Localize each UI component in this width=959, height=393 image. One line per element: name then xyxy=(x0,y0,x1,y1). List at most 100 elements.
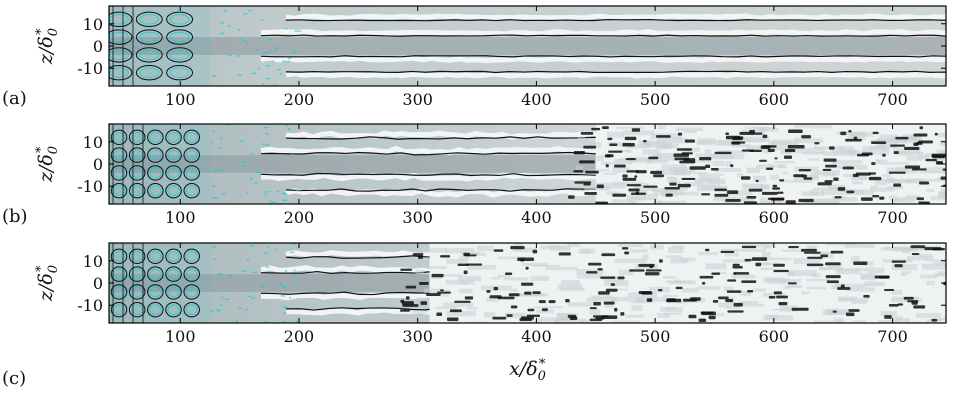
turbulent-contour xyxy=(446,317,459,322)
turbulent-contour xyxy=(751,257,768,261)
turbulent-contour xyxy=(940,176,946,180)
inlet-contour xyxy=(128,182,146,199)
turbulent-contour xyxy=(675,286,683,290)
turbulent-contour xyxy=(645,269,662,272)
inlet-contour xyxy=(110,248,128,265)
inlet-contour xyxy=(165,147,182,163)
high-speed-streak xyxy=(285,250,431,259)
turbulent-contour xyxy=(593,302,601,306)
turbulent-contour xyxy=(787,282,797,285)
turbulent-contour xyxy=(493,249,504,252)
turbulent-contour xyxy=(659,259,663,263)
turbulent-contour xyxy=(846,190,855,194)
turbulent-contour xyxy=(893,151,899,155)
contour-line xyxy=(285,70,946,74)
turbulent-contour xyxy=(727,310,744,313)
turbulent-contour xyxy=(762,134,768,139)
turbulent-contour xyxy=(526,314,541,318)
inlet-contour xyxy=(147,248,164,265)
turbulent-contour xyxy=(631,128,641,132)
inlet-contour xyxy=(109,11,133,28)
turbulent-contour xyxy=(702,282,706,285)
turbulent-contour xyxy=(882,153,886,157)
turbulent-contour xyxy=(666,298,682,303)
contour-line xyxy=(285,188,608,192)
x-tick-label: 300 xyxy=(402,327,433,346)
turbulent-contour xyxy=(773,269,789,273)
turbulent-contour xyxy=(676,148,693,151)
turbulent-contour xyxy=(617,276,625,280)
x-tick-label: 700 xyxy=(877,208,908,227)
inlet-contour xyxy=(183,248,200,265)
turbulent-contour xyxy=(588,262,602,266)
turbulent-contour xyxy=(399,309,410,312)
turbulent-contour xyxy=(739,131,754,135)
turbulent-contour xyxy=(638,263,655,267)
turbulent-contour xyxy=(712,300,719,303)
turbulent-contour xyxy=(932,155,945,159)
turbulent-contour xyxy=(741,280,757,284)
turbulent-contour xyxy=(731,141,740,145)
turbulent-contour xyxy=(420,301,427,305)
turbulent-contour xyxy=(822,168,832,172)
turbulent-contour xyxy=(747,290,754,293)
inlet-contour-cyan xyxy=(149,185,162,196)
turbulent-contour xyxy=(520,316,534,320)
turbulent-contour xyxy=(464,296,474,300)
turbulent-contour xyxy=(904,165,921,169)
turbulent-contour xyxy=(788,245,799,249)
x-tick-label: 400 xyxy=(521,90,552,109)
x-tick-label: 400 xyxy=(521,208,552,227)
turbulent-contour xyxy=(748,188,763,192)
turbulent-contour xyxy=(730,164,734,168)
inlet-contour-cyan xyxy=(167,149,180,161)
turbulent-contour xyxy=(744,258,752,262)
turbulent-contour xyxy=(820,254,828,258)
y-tick-label: -10 xyxy=(77,177,103,196)
turbulent-contour xyxy=(698,318,707,323)
x-tick-label: 600 xyxy=(759,327,790,346)
turbulent-contour xyxy=(774,157,778,160)
turbulent-contour xyxy=(710,167,719,171)
turbulent-contour xyxy=(506,314,513,317)
turbulent-contour xyxy=(848,309,860,312)
turbulent-contour xyxy=(573,150,585,155)
turbulent-contour xyxy=(943,282,946,286)
turbulent-contour xyxy=(548,300,556,304)
turbulent-contour xyxy=(777,191,784,194)
svg-text:z/δ0*: z/δ0* xyxy=(34,28,61,65)
turbulent-contour xyxy=(492,316,507,320)
x-tick-label: 600 xyxy=(759,208,790,227)
contour-line xyxy=(285,136,608,140)
turbulent-contour xyxy=(817,182,832,186)
contour-line xyxy=(285,307,440,311)
contour-line xyxy=(260,34,946,37)
turbulent-contour xyxy=(714,193,729,197)
inlet-contour-cyan xyxy=(149,149,162,161)
turbulent-contour xyxy=(463,252,471,256)
turbulent-contour xyxy=(417,255,424,259)
inlet-contour-cyan xyxy=(139,49,160,61)
turbulent-contour xyxy=(779,179,785,182)
turbulent-contour xyxy=(911,168,927,171)
x-tick-label: 400 xyxy=(521,327,552,346)
inlet-contour xyxy=(147,147,164,163)
inlet-contour xyxy=(135,11,163,28)
inlet-contour-cyan xyxy=(167,304,180,315)
panel-label: (c) xyxy=(2,368,26,389)
turbulent-contour xyxy=(868,176,882,181)
turbulent-contour xyxy=(601,126,609,130)
inlet-contour xyxy=(165,165,182,181)
turbulent-contour xyxy=(916,197,924,201)
turbulent-contour xyxy=(400,268,413,271)
inlet-contour xyxy=(128,266,146,282)
turbulent-contour xyxy=(681,177,696,181)
turbulent-contour xyxy=(436,312,443,316)
turbulent-contour xyxy=(646,298,653,302)
turbulent-contour xyxy=(755,179,759,183)
turbulent-contour xyxy=(688,314,697,319)
turbulent-contour xyxy=(871,141,887,145)
turbulent-contour xyxy=(828,146,835,150)
turbulent-contour xyxy=(699,156,712,161)
turbulent-contour xyxy=(879,196,885,200)
